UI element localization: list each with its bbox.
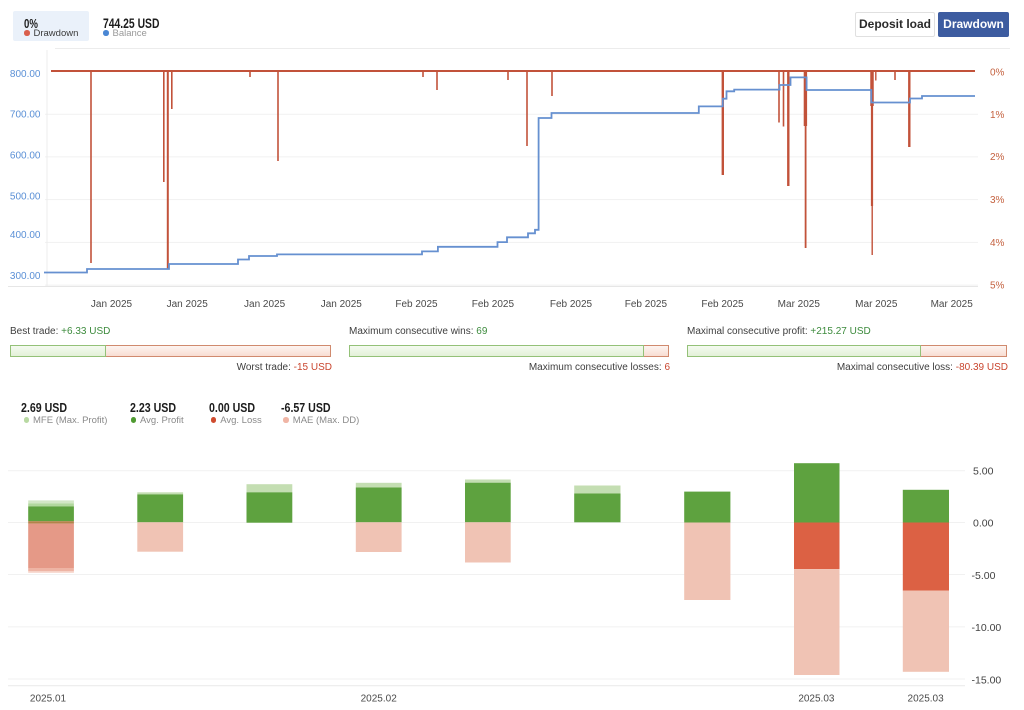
- svg-text:-5.00: -5.00: [972, 570, 996, 582]
- svg-text:Mar 2025: Mar 2025: [778, 299, 821, 310]
- svg-text:Jan 2025: Jan 2025: [244, 299, 286, 310]
- svg-text:600.00: 600.00: [10, 151, 41, 162]
- svg-text:Mar 2025: Mar 2025: [855, 299, 898, 310]
- svg-text:Feb 2025: Feb 2025: [625, 299, 668, 310]
- svg-text:Feb 2025: Feb 2025: [395, 299, 438, 310]
- svg-text:2025.03: 2025.03: [908, 694, 945, 705]
- svg-text:400.00: 400.00: [10, 230, 41, 241]
- svg-text:2%: 2%: [990, 152, 1005, 163]
- svg-text:Jan 2025: Jan 2025: [321, 299, 363, 310]
- svg-text:-15.00: -15.00: [972, 674, 1002, 686]
- svg-text:800.00: 800.00: [10, 69, 41, 80]
- svg-text:2025.02: 2025.02: [361, 694, 398, 705]
- svg-text:300.00: 300.00: [10, 271, 41, 282]
- svg-text:2025.01: 2025.01: [30, 694, 67, 705]
- svg-text:700.00: 700.00: [10, 110, 41, 121]
- svg-text:4%: 4%: [990, 238, 1005, 249]
- svg-text:0%: 0%: [990, 68, 1005, 79]
- svg-text:5.00: 5.00: [973, 466, 994, 478]
- svg-text:Mar 2025: Mar 2025: [931, 299, 974, 310]
- svg-text:Jan 2025: Jan 2025: [167, 299, 209, 310]
- svg-text:0.00: 0.00: [973, 518, 994, 530]
- svg-text:500.00: 500.00: [10, 192, 41, 203]
- svg-text:-10.00: -10.00: [972, 622, 1002, 634]
- svg-text:3%: 3%: [990, 195, 1005, 206]
- svg-text:Feb 2025: Feb 2025: [701, 299, 744, 310]
- svg-text:1%: 1%: [990, 110, 1005, 121]
- svg-text:2025.03: 2025.03: [798, 694, 835, 705]
- svg-text:Feb 2025: Feb 2025: [472, 299, 515, 310]
- svg-text:Jan 2025: Jan 2025: [91, 299, 133, 310]
- svg-text:Feb 2025: Feb 2025: [550, 299, 593, 310]
- svg-text:5%: 5%: [990, 281, 1005, 292]
